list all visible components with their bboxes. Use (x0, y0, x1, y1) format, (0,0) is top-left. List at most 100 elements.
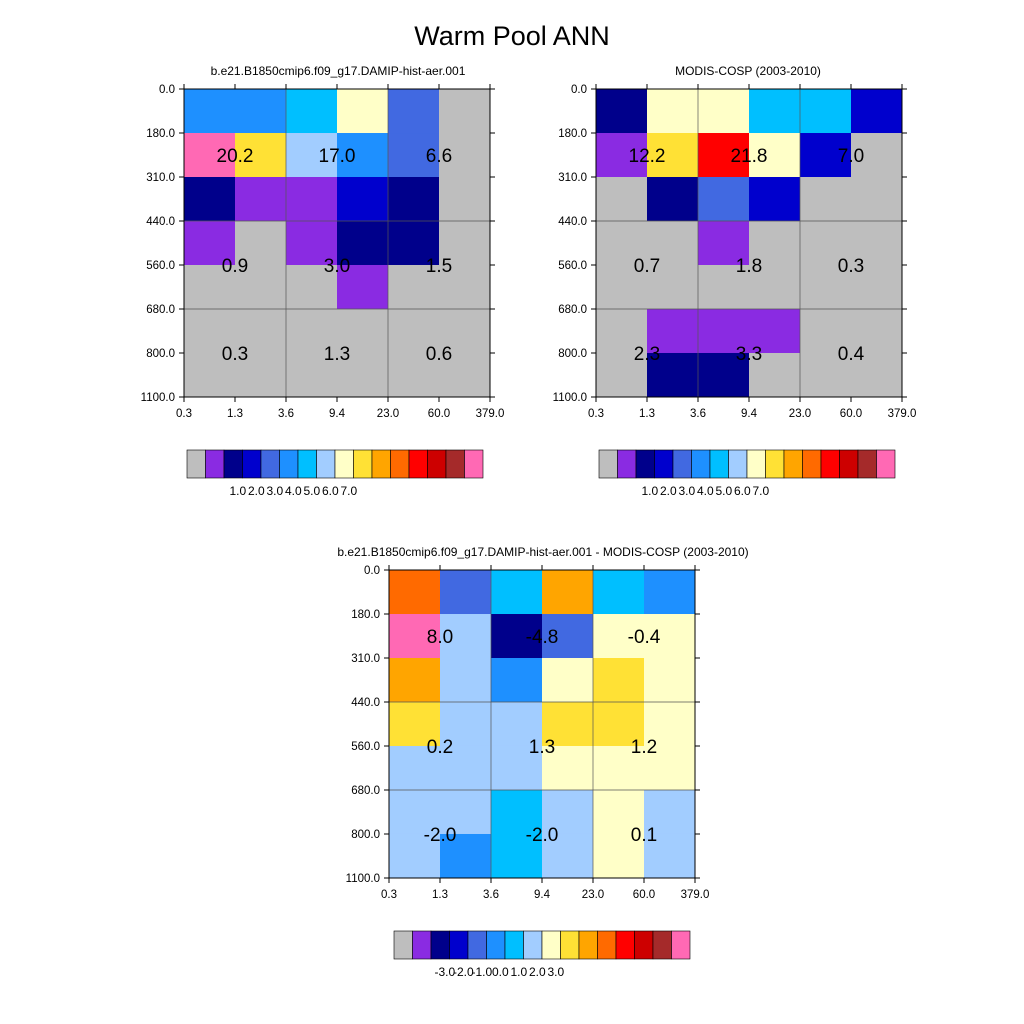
heatmap-cell (389, 702, 441, 747)
y-tick-label: 0.0 (159, 84, 175, 96)
heatmap-cell (389, 658, 441, 703)
heatmap-cell (749, 264, 801, 310)
colorbar-swatch (672, 449, 692, 479)
block-value-label: -2.0 (424, 825, 457, 846)
x-tick-label: 379.0 (888, 408, 917, 420)
heatmap-cell (542, 790, 594, 835)
heatmap-cell (647, 177, 699, 222)
heatmap-cell (542, 702, 594, 747)
colorbar-label: -2.0 (453, 965, 474, 979)
colorbar-swatch (802, 449, 822, 479)
heatmap-cell (439, 352, 491, 398)
heatmap-cell (593, 658, 645, 703)
heatmap-cell (184, 177, 236, 222)
heatmap-cell (337, 264, 389, 310)
block-value-label: 17.0 (319, 146, 356, 167)
colorbar-swatch (205, 449, 225, 479)
y-tick-label: 560.0 (351, 741, 380, 753)
x-tick-label: 1.3 (227, 408, 243, 420)
heatmap-cell (596, 221, 648, 266)
y-tick-label: 180.0 (146, 128, 175, 140)
colorbar-swatch (615, 930, 635, 960)
y-tick-label: 440.0 (351, 697, 380, 709)
y-tick-label: 310.0 (146, 172, 175, 184)
colorbar-swatch (408, 449, 428, 479)
heatmap-cell (851, 264, 903, 310)
x-tick-label: 23.0 (789, 408, 811, 420)
colorbar-swatch (746, 449, 766, 479)
heatmap-cell (388, 309, 440, 354)
heatmap-cell (644, 745, 696, 791)
heatmap-cell (647, 221, 699, 266)
heatmap-cell (388, 221, 440, 266)
y-tick-label: 180.0 (558, 128, 587, 140)
colorbar-swatch (578, 930, 598, 960)
y-tick-label: 310.0 (351, 653, 380, 665)
heatmap-cell (235, 352, 287, 398)
heatmap-cell (388, 264, 440, 310)
colorbar-swatch (635, 449, 655, 479)
block-value-label: 3.0 (324, 256, 350, 277)
panel-title: b.e21.B1850cmip6.f09_g17.DAMIP-hist-aer.… (211, 64, 466, 78)
heatmap-cell (389, 790, 441, 835)
colorbar-label: 3.0 (678, 484, 695, 498)
block-value-label: 1.3 (324, 344, 350, 365)
colorbar-swatch (186, 449, 206, 479)
heatmap-cell (698, 177, 750, 222)
y-tick-label: 800.0 (351, 829, 380, 841)
colorbar-swatch (334, 449, 354, 479)
y-tick-label: 680.0 (146, 304, 175, 316)
heatmap-cell (388, 89, 440, 134)
heatmap-cell (851, 89, 903, 134)
block-value-label: 2.3 (634, 344, 660, 365)
heatmap-cell (439, 177, 491, 222)
heatmap-cell (440, 745, 492, 791)
x-tick-label: 60.0 (428, 408, 450, 420)
heatmap-cell (593, 702, 645, 747)
y-tick-label: 0.0 (571, 84, 587, 96)
heatmap-cell (184, 352, 236, 398)
heatmap-cell (440, 658, 492, 703)
heatmap-cell (184, 309, 236, 354)
colorbar-swatch (652, 930, 672, 960)
heatmap-cell (491, 833, 543, 879)
colorbar-swatch (598, 449, 618, 479)
heatmap-cell (440, 833, 492, 879)
heatmap-cell (491, 790, 543, 835)
heatmap-cell (647, 309, 699, 354)
heatmap-cell (800, 177, 852, 222)
heatmap-cell (698, 309, 750, 354)
x-tick-label: 3.6 (690, 408, 706, 420)
heatmap-cell (800, 221, 852, 266)
heatmap-cell (647, 89, 699, 134)
heatmap-cell (851, 133, 903, 178)
heatmap-cell (388, 352, 440, 398)
panel-observations: MODIS-COSP (2003-2010) 0.0 180.0 310.0 440.… (553, 64, 917, 498)
heatmap-cell (439, 221, 491, 266)
block-value-label: 0.3 (222, 344, 248, 365)
heatmap-cell (184, 133, 236, 178)
heatmap-cell (542, 658, 594, 703)
heatmap-cell (389, 745, 441, 791)
heatmap-cell (647, 352, 699, 398)
colorbar-swatch (467, 930, 487, 960)
block-value-label: 6.6 (426, 146, 452, 167)
heatmap-cell (286, 177, 338, 222)
heatmap-cell (749, 89, 801, 134)
y-tick-label: 0.0 (364, 565, 380, 577)
heatmap-cell (337, 221, 389, 266)
heatmap-cell (749, 133, 801, 178)
x-tick-label: 9.4 (741, 408, 758, 420)
block-value-label: 7.0 (838, 146, 864, 167)
y-tick-label: 680.0 (558, 304, 587, 316)
block-value-label: 1.2 (631, 737, 657, 758)
block-value-label: 0.1 (631, 825, 657, 846)
colorbar-label: 6.0 (734, 484, 751, 498)
colorbar-swatch (297, 449, 317, 479)
heatmap-cell (542, 833, 594, 879)
y-tick-label: 800.0 (146, 348, 175, 360)
block-value-label: 8.0 (427, 627, 453, 648)
x-tick-label: 23.0 (377, 408, 399, 420)
heatmap-cell (184, 221, 236, 266)
heatmap-cell (644, 702, 696, 747)
